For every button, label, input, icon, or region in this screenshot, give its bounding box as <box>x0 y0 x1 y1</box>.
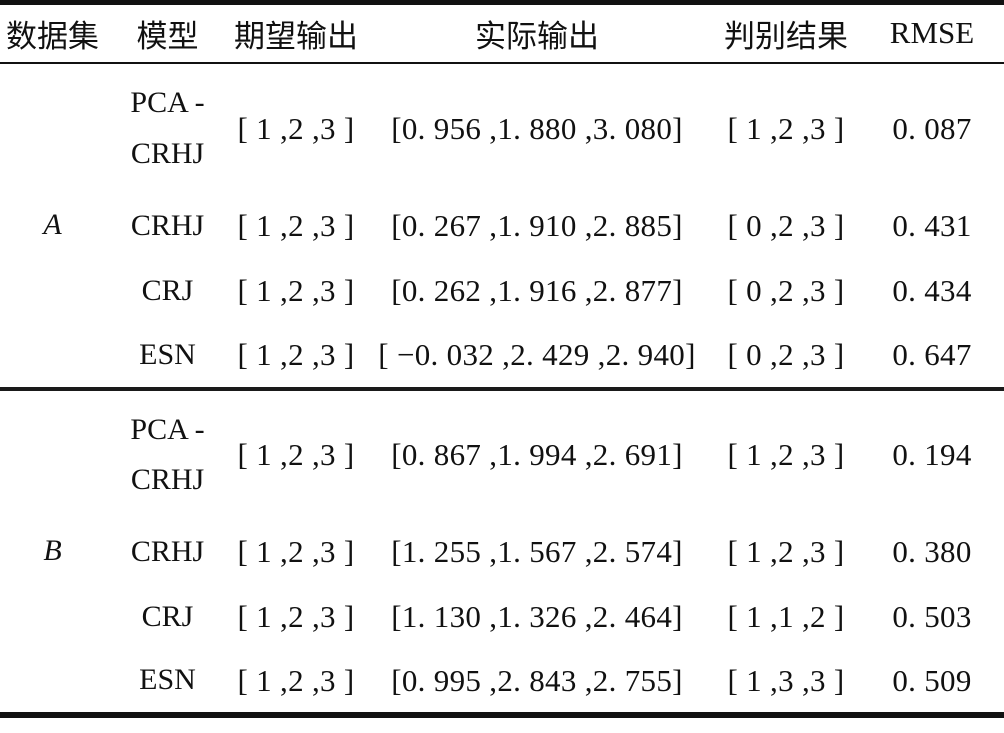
expected-output-cell: [ 1 ,2 ,3 ] <box>237 437 355 472</box>
table-row: B PCA - CRHJ [ 1 ,2 ,3 ] [0. 867 ,1. 994… <box>0 389 1004 567</box>
expected-output-cell: [ 1 ,2 ,3 ] <box>237 273 355 308</box>
actual-output-cell: [0. 267 ,1. 910 ,2. 885] <box>391 208 683 243</box>
actual-output-cell: [1. 130 ,1. 326 ,2. 464] <box>391 599 683 634</box>
header-expected-output: 期望输出 <box>230 2 362 64</box>
table-header: 数据集 模型 期望输出 实际输出 判别结果 RMSE <box>0 2 1004 64</box>
table-row: CRHJ [ 1 ,2 ,3 ] [0. 267 ,1. 910 ,2. 885… <box>0 194 1004 259</box>
actual-output-cell: [ −0. 032 ,2. 429 ,2. 940] <box>378 337 696 372</box>
result-cell: [ 1 ,3 ,3 ] <box>727 662 845 698</box>
expected-output-cell: [ 1 ,2 ,3 ] <box>237 599 355 634</box>
model-cell: CRJ <box>141 273 194 307</box>
table-row: CRJ [ 1 ,2 ,3 ] [0. 262 ,1. 916 ,2. 877]… <box>0 259 1004 324</box>
result-cell: [ 1 ,2 ,3 ] <box>727 437 845 472</box>
table-row: ESN [ 1 ,2 ,3 ] [0. 995 ,2. 843 ,2. 755]… <box>0 650 1004 715</box>
rmse-cell: 0. 431 <box>892 208 972 243</box>
actual-output-cell: [0. 956 ,1. 880 ,3. 080] <box>391 110 683 146</box>
model-cell: CRJ <box>141 599 194 633</box>
actual-output-cell: [0. 867 ,1. 994 ,2. 691] <box>391 437 683 472</box>
rmse-cell: 0. 509 <box>892 662 972 698</box>
rmse-cell: 0. 087 <box>892 110 972 146</box>
actual-output-cell: [0. 262 ,1. 916 ,2. 877] <box>391 273 683 308</box>
expected-output-cell: [ 1 ,2 ,3 ] <box>237 534 355 569</box>
model-cell: PCA - CRHJ <box>130 86 205 170</box>
expected-output-cell: [ 1 ,2 ,3 ] <box>237 662 355 698</box>
model-cell: PCA - CRHJ <box>130 412 205 496</box>
header-result: 判别结果 <box>712 2 860 64</box>
table-row: ESN [ 1 ,2 ,3 ] [ −0. 032 ,2. 429 ,2. 94… <box>0 324 1004 389</box>
actual-output-cell: [0. 995 ,2. 843 ,2. 755] <box>391 662 683 698</box>
dataset-group-a: A PCA - CRHJ [ 1 ,2 ,3 ] [0. 956 ,1. 880… <box>0 63 1004 389</box>
expected-output-cell: [ 1 ,2 ,3 ] <box>237 110 355 146</box>
rmse-cell: 0. 647 <box>892 337 972 372</box>
table-row: CRJ [ 1 ,2 ,3 ] [1. 130 ,1. 326 ,2. 464]… <box>0 585 1004 650</box>
result-cell: [ 1 ,2 ,3 ] <box>727 534 845 569</box>
result-cell: [ 0 ,2 ,3 ] <box>727 273 845 308</box>
results-table: 数据集 模型 期望输出 实际输出 判别结果 RMSE A PCA - CRHJ … <box>0 0 1004 718</box>
table-row: CRHJ [ 1 ,2 ,3 ] [1. 255 ,1. 567 ,2. 574… <box>0 520 1004 585</box>
model-cell: CRHJ <box>130 534 205 568</box>
result-cell: [ 1 ,1 ,2 ] <box>727 599 845 634</box>
result-cell: [ 0 ,2 ,3 ] <box>727 337 845 372</box>
model-cell: ESN <box>139 663 196 697</box>
header-model: 模型 <box>105 2 230 64</box>
actual-output-cell: [1. 255 ,1. 567 ,2. 574] <box>391 534 683 569</box>
dataset-group-b: B PCA - CRHJ [ 1 ,2 ,3 ] [0. 867 ,1. 994… <box>0 388 1004 715</box>
dataset-label: A <box>43 208 62 241</box>
table-row: A PCA - CRHJ [ 1 ,2 ,3 ] [0. 956 ,1. 880… <box>0 63 1004 241</box>
expected-output-cell: [ 1 ,2 ,3 ] <box>237 337 355 372</box>
header-actual-output: 实际输出 <box>362 2 712 64</box>
header-row: 数据集 模型 期望输出 实际输出 判别结果 RMSE <box>0 2 1004 64</box>
model-cell: CRHJ <box>130 208 205 242</box>
expected-output-cell: [ 1 ,2 ,3 ] <box>237 208 355 243</box>
dataset-label: B <box>43 534 62 567</box>
model-cell: ESN <box>139 337 196 371</box>
header-rmse: RMSE <box>860 2 1004 64</box>
result-cell: [ 1 ,2 ,3 ] <box>727 110 845 146</box>
rmse-cell: 0. 503 <box>892 599 972 634</box>
result-cell: [ 0 ,2 ,3 ] <box>727 208 845 243</box>
rmse-cell: 0. 380 <box>892 534 972 569</box>
rmse-cell: 0. 194 <box>892 437 972 472</box>
header-dataset: 数据集 <box>0 2 105 64</box>
rmse-cell: 0. 434 <box>892 273 972 308</box>
